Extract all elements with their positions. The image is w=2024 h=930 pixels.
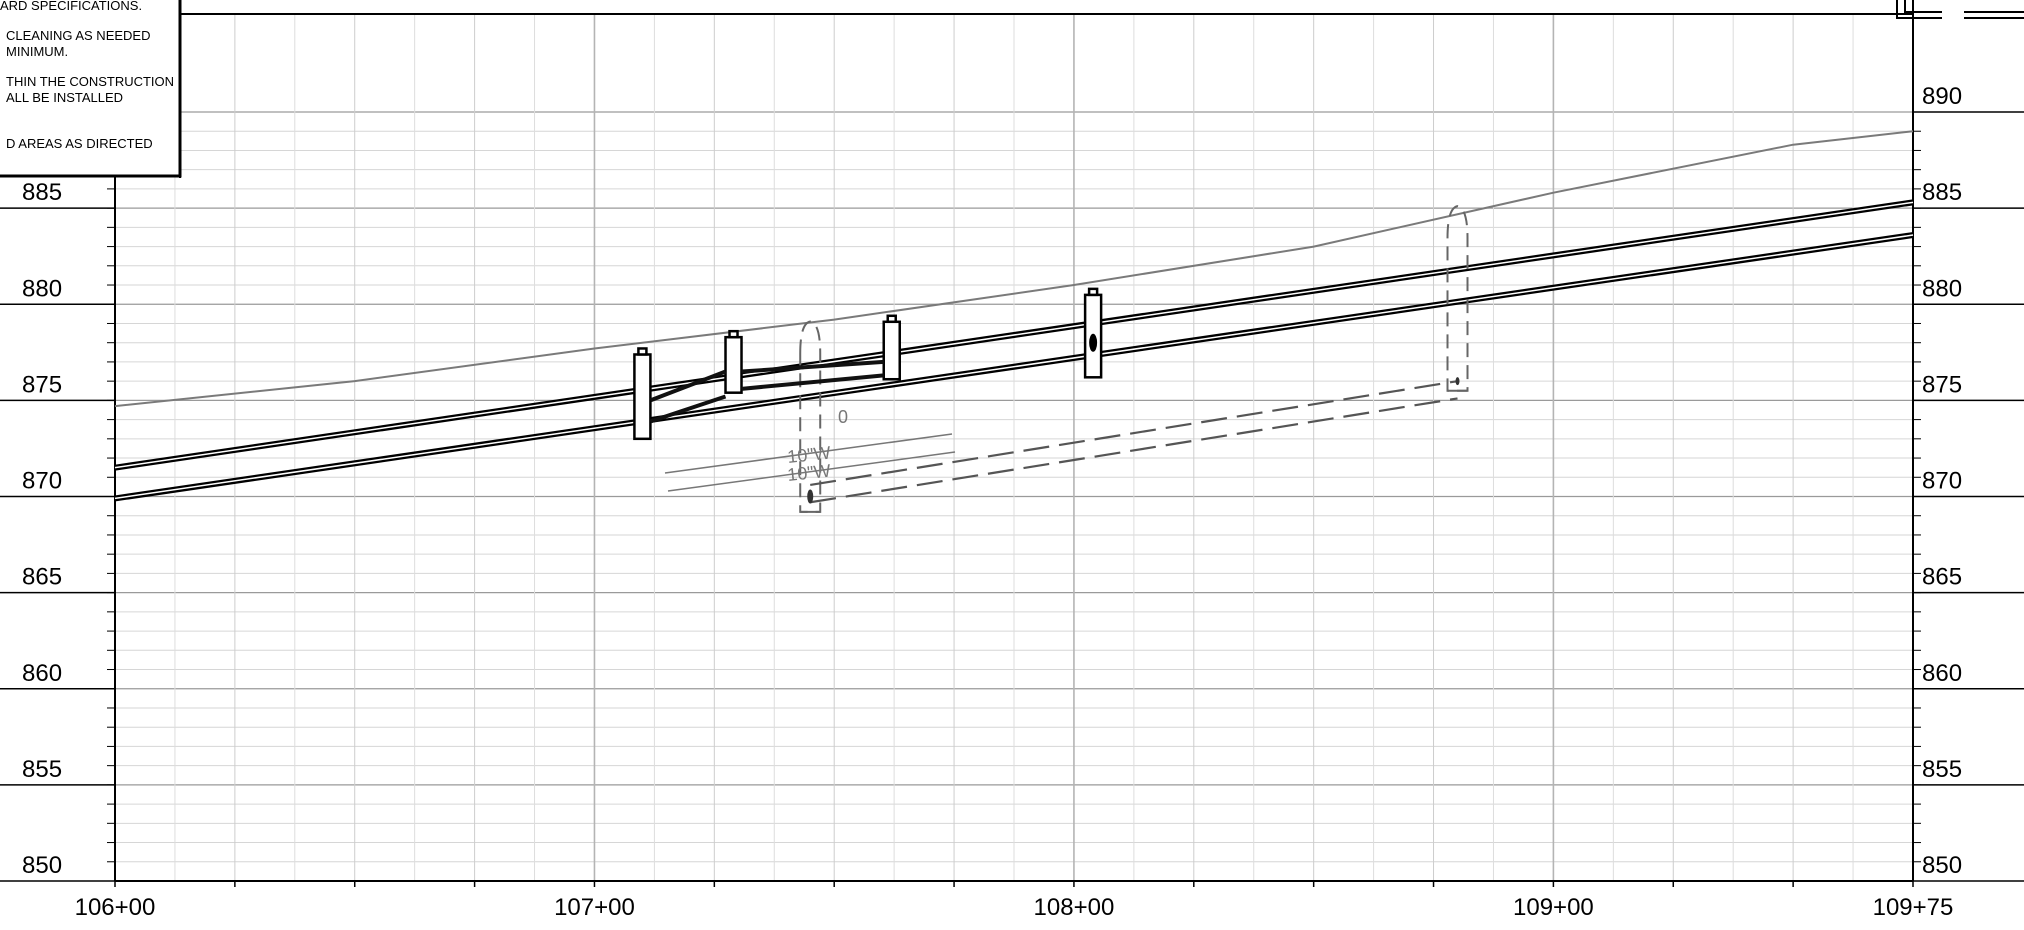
lateral-connection (649, 369, 727, 403)
structure-body (724, 335, 743, 394)
proposed-pipe (810, 397, 1458, 504)
annotation-label: 0 (838, 407, 848, 427)
elevation-label: 860 (1922, 660, 1962, 687)
elevation-label: 850 (22, 852, 62, 879)
station-labels: 106+00 107+00 108+00 109+00 109+75 (75, 894, 1954, 921)
structure-marker (807, 489, 814, 504)
title-block-corner (1896, 0, 2024, 19)
elevation-label: 865 (22, 564, 62, 591)
corner-mark (1904, 0, 1942, 13)
elevation-label: 855 (22, 756, 62, 783)
lateral-connection (741, 373, 884, 391)
note-line: CLEANING AS NEEDED (6, 28, 151, 43)
note-line: ALL BE INSTALLED (6, 90, 123, 105)
lateral-connection (741, 359, 884, 374)
elevation-label: 850 (1922, 852, 1962, 879)
station-label: 107+00 (554, 894, 635, 921)
station-label: 108+00 (1034, 894, 1115, 921)
axis-ticks (0, 111, 2024, 887)
elevation-label: 855 (1922, 756, 1962, 783)
minor-grid (115, 14, 1914, 882)
note-line: ARD SPECIFICATIONS. (0, 0, 142, 13)
corner-mark (1896, 0, 1942, 19)
elevation-labels-right: 850 855 860 865 870 875 880 885 890 (1922, 83, 1962, 879)
structure-cap (1087, 287, 1099, 297)
structure-body (633, 353, 652, 441)
existing-ground-line (114, 130, 1914, 408)
annotation-label: 10"W (786, 461, 831, 485)
station-label: 106+00 (75, 894, 156, 921)
proposed-pipe (810, 380, 1458, 487)
station-label: 109+00 (1513, 894, 1594, 921)
elevation-label: 890 (1922, 83, 1962, 110)
elevation-label: 875 (1922, 371, 1962, 398)
elevation-label: 870 (1922, 468, 1962, 495)
station-label: 109+75 (1873, 894, 1954, 921)
elevation-label: 860 (22, 660, 62, 687)
annotations: 0 10"W10"W (786, 407, 848, 485)
existing-ground-profile (114, 130, 1914, 408)
structure-marker (1089, 333, 1098, 352)
note-line: MINIMUM. (6, 44, 68, 59)
elevation-label: 880 (1922, 275, 1962, 302)
pipe-lower-inner (114, 234, 1914, 500)
elevation-label: 870 (22, 468, 62, 495)
elevation-label: 875 (22, 371, 62, 398)
elevation-label: 865 (1922, 564, 1962, 591)
general-notes-box: ARD SPECIFICATIONS. CLEANING AS NEEDEDMIN… (0, 0, 182, 178)
structure-cap (728, 329, 739, 339)
lateral-connection (649, 394, 727, 424)
water-line-leader (664, 433, 953, 474)
pipe-profiles (114, 199, 1914, 502)
structure-marker (1455, 377, 1460, 386)
structures (633, 287, 1460, 504)
structure-cap (637, 347, 648, 356)
note-line: THIN THE CONSTRUCTION (6, 74, 174, 89)
pipe-upper-inner (114, 201, 1914, 469)
proposed-structure (1446, 205, 1469, 392)
annotation-label: 10"W (786, 443, 831, 467)
notes-frame (0, 0, 182, 178)
proposed-structure (799, 320, 822, 513)
note-line: D AREAS AS DIRECTED (6, 136, 153, 151)
proposed-utilities (664, 205, 1469, 513)
structure-body (882, 320, 901, 381)
elevation-label: 880 (22, 275, 62, 302)
water-line-leader (667, 451, 956, 492)
structure-cap (886, 314, 897, 324)
elevation-label: 885 (22, 179, 62, 206)
elevation-label: 885 (1922, 179, 1962, 206)
